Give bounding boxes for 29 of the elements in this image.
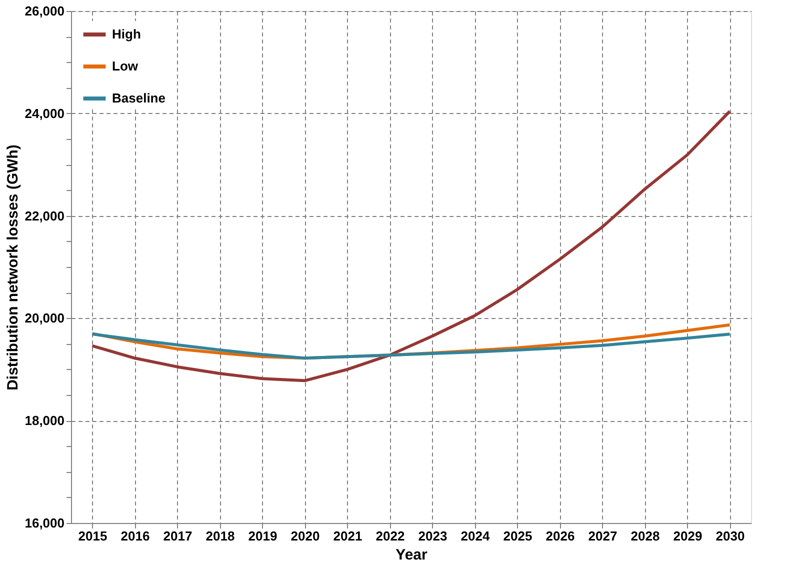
- x-tick-label: 2030: [716, 528, 745, 544]
- x-tick-label: 2028: [630, 528, 660, 544]
- x-axis-title: Year: [396, 546, 428, 564]
- x-tick-label: 2024: [460, 528, 490, 544]
- x-tick-label: 2029: [673, 528, 702, 544]
- legend-label: Low: [112, 58, 139, 74]
- line-series: [90, 110, 732, 382]
- y-tick-label: 26,000: [24, 4, 64, 18]
- line-series: [90, 332, 732, 360]
- x-tick-label: 2015: [78, 528, 108, 544]
- x-tick-label: 2023: [418, 528, 448, 544]
- y-tick-label: 22,000: [24, 208, 64, 224]
- legend-label: Baseline: [112, 90, 166, 106]
- x-tick-label: 2025: [503, 528, 532, 544]
- x-tick-label: 2022: [376, 528, 405, 544]
- x-tick-label: 2016: [120, 528, 150, 544]
- y-tick-label: 20,000: [24, 310, 64, 326]
- x-tick-label: 2019: [248, 528, 278, 544]
- y-tick-label: 16,000: [24, 516, 64, 530]
- x-tick-label: 2026: [546, 528, 575, 544]
- y-axis-title: Distribution network losses (GWh): [4, 144, 22, 390]
- y-tick-label: 18,000: [24, 413, 64, 428]
- x-tick-label: 2027: [588, 528, 618, 544]
- x-tick-label: 2021: [333, 528, 362, 544]
- x-tick-label: 2017: [163, 528, 192, 544]
- legend-label: High: [112, 26, 141, 42]
- y-tick-label: 24,000: [24, 106, 64, 121]
- x-tick-label: 2018: [206, 528, 235, 544]
- x-tick-label: 2020: [290, 528, 320, 544]
